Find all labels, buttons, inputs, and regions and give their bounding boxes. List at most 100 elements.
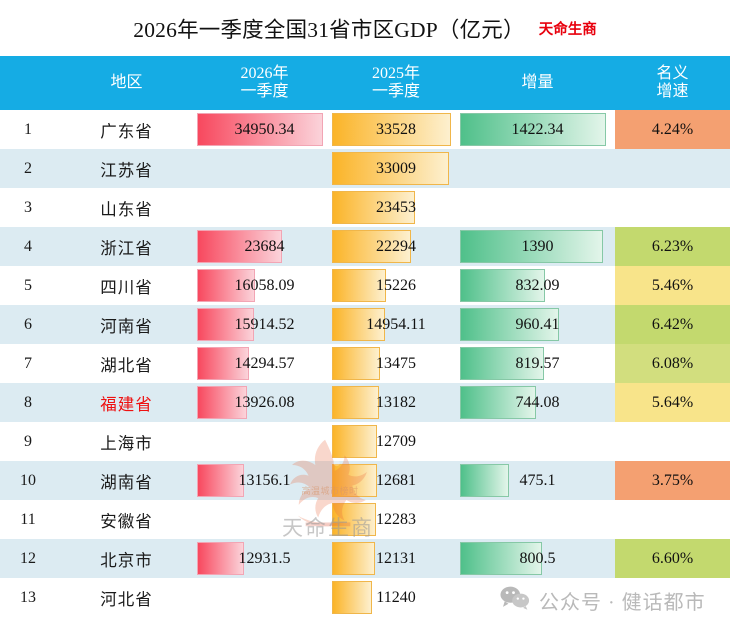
cell-rate: 6.42% — [615, 305, 730, 344]
table-row[interactable]: 6 河南省 15914.52 14954.11 960.41 6.42% — [0, 305, 730, 344]
header-2025-line2: 一季度 — [371, 83, 420, 100]
header-2026-line1: 2026年 — [240, 64, 289, 82]
rate-value: 6.23% — [651, 237, 694, 255]
header-2026: 2026年 一季度 — [197, 56, 332, 110]
v2026-value — [197, 188, 332, 227]
cell-rate: 5.46% — [615, 266, 730, 305]
v2025-value: 13475 — [376, 354, 416, 372]
cell-rate — [615, 578, 730, 617]
brand-label: 天命生商 — [538, 21, 597, 38]
header-rank — [0, 56, 56, 110]
v2025-bar — [332, 152, 450, 185]
cell-v2026: 14294.57 — [197, 344, 332, 383]
cell-delta: 800.5 — [460, 539, 615, 578]
region-name: 湖北省 — [100, 355, 153, 375]
rate-value — [615, 188, 730, 227]
v2026-value: 12931.5 — [238, 549, 291, 567]
region-name: 安徽省 — [100, 511, 153, 531]
table-row[interactable]: 11 安徽省 12283 — [0, 500, 730, 539]
rate-fill — [615, 461, 730, 500]
delta-value: 819.57 — [515, 354, 560, 372]
v2026-bar — [197, 464, 245, 497]
cell-rank: 6 — [0, 305, 56, 344]
table-row[interactable]: 4 浙江省 23684 22294 1390 6.23% — [0, 227, 730, 266]
cell-rank: 9 — [0, 422, 56, 461]
cell-region: 山东省 — [56, 188, 197, 227]
v2026-value: 23684 — [244, 237, 285, 255]
rank-value: 3 — [24, 198, 32, 216]
v2025-value: 33009 — [376, 159, 416, 177]
rank-value: 8 — [24, 393, 32, 411]
rate-value: 6.60% — [651, 549, 694, 567]
v2026-value — [197, 578, 332, 617]
cell-delta: 832.09 — [460, 266, 615, 305]
cell-v2025: 12131 — [332, 539, 460, 578]
rate-value: 5.46% — [651, 276, 694, 294]
cell-region: 河北省 — [56, 578, 197, 617]
table-header-row: 地区 2026年 一季度 2025年 一季度 增量 名义 增速 — [0, 56, 730, 110]
cell-delta: 744.08 — [460, 383, 615, 422]
table-row[interactable]: 9 上海市 12709 — [0, 422, 730, 461]
cell-delta: 819.57 — [460, 344, 615, 383]
cell-rank: 2 — [0, 149, 56, 188]
delta-value: 800.5 — [519, 549, 556, 567]
cell-delta: 1390 — [460, 227, 615, 266]
v2025-value: 12709 — [376, 432, 416, 450]
v2025-bar — [332, 308, 386, 341]
cell-region: 北京市 — [56, 539, 197, 578]
v2026-value: 15914.52 — [234, 315, 295, 333]
rate-value: 6.42% — [651, 315, 694, 333]
cell-rate: 6.23% — [615, 227, 730, 266]
cell-rank: 13 — [0, 578, 56, 617]
table-row[interactable]: 2 江苏省 33009 — [0, 149, 730, 188]
v2026-value: 13156.1 — [238, 471, 291, 489]
table-row[interactable]: 7 湖北省 14294.57 13475 819.57 6.08% — [0, 344, 730, 383]
region-name: 广东省 — [100, 121, 153, 141]
rank-value: 4 — [24, 237, 32, 255]
v2026-bar — [197, 542, 244, 575]
cell-v2025: 15226 — [332, 266, 460, 305]
v2026-value: 14294.57 — [234, 354, 295, 372]
cell-v2025: 14954.11 — [332, 305, 460, 344]
cell-delta — [460, 149, 615, 188]
table-row[interactable]: 5 四川省 16058.09 15226 832.09 5.46% — [0, 266, 730, 305]
v2025-value: 14954.11 — [366, 315, 426, 333]
region-name: 四川省 — [100, 277, 153, 297]
table-row[interactable]: 1 广东省 34950.34 33528 1422.34 4.24% — [0, 110, 730, 149]
table-row[interactable]: 13 河北省 11240 — [0, 578, 730, 617]
cell-region: 四川省 — [56, 266, 197, 305]
table-row[interactable]: 8 福建省 13926.08 13182 744.08 5.64% — [0, 383, 730, 422]
cell-delta: 475.1 — [460, 461, 615, 500]
table-row[interactable]: 3 山东省 23453 — [0, 188, 730, 227]
delta-bar — [460, 230, 603, 263]
cell-delta — [460, 500, 615, 539]
cell-rate: 6.60% — [615, 539, 730, 578]
cell-v2025: 13475 — [332, 344, 460, 383]
delta-bar — [460, 347, 545, 380]
cell-v2025: 12681 — [332, 461, 460, 500]
region-name: 上海市 — [100, 433, 153, 453]
delta-bar — [460, 308, 559, 341]
cell-rank: 10 — [0, 461, 56, 500]
v2026-bar — [197, 308, 255, 341]
rank-value: 2 — [24, 159, 32, 177]
header-rate: 名义 增速 — [615, 56, 730, 110]
cell-rate: 6.08% — [615, 344, 730, 383]
cell-rate — [615, 149, 730, 188]
delta-bar — [460, 113, 606, 146]
delta-value: 744.08 — [515, 393, 560, 411]
cell-rate: 5.64% — [615, 383, 730, 422]
table-row[interactable]: 12 北京市 12931.5 12131 800.5 6.60% — [0, 539, 730, 578]
cell-region: 福建省 — [56, 383, 197, 422]
rate-fill — [615, 305, 730, 344]
cell-region: 广东省 — [56, 110, 197, 149]
cell-v2025: 33528 — [332, 110, 460, 149]
cell-v2026 — [197, 422, 332, 461]
cell-region: 湖北省 — [56, 344, 197, 383]
table-row[interactable]: 10 湖南省 13156.1 12681 475.1 3.75% — [0, 461, 730, 500]
v2025-bar — [332, 464, 377, 497]
v2026-value: 34950.34 — [234, 120, 295, 138]
header-delta: 增量 — [521, 73, 554, 91]
v2026-bar — [197, 230, 283, 263]
rate-fill — [615, 539, 730, 578]
